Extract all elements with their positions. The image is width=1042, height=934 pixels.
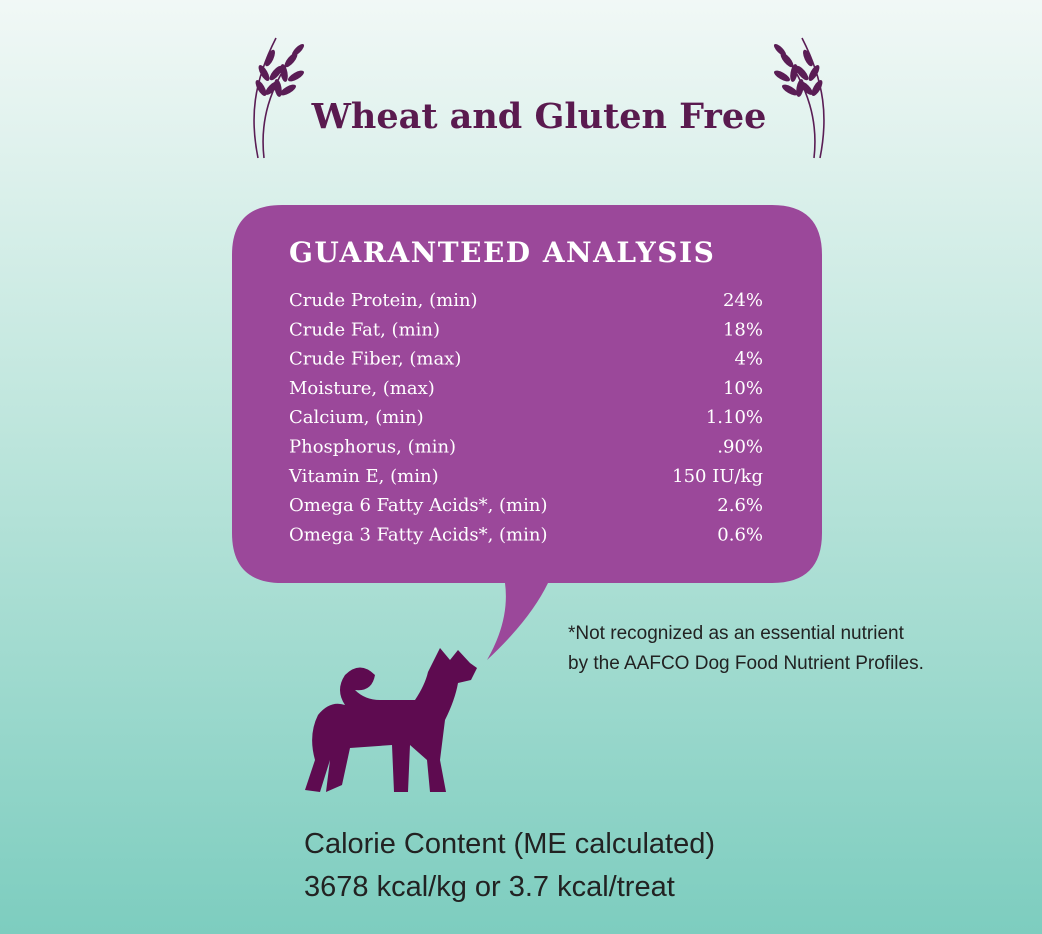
calorie-text: Calorie Content (ME calculated)	[304, 828, 715, 860]
nutrient-value: .90%	[717, 437, 763, 458]
calorie-text: 3678 kcal/kg or 3.7 kcal/treat	[304, 871, 675, 903]
nutrient-value: 10%	[723, 378, 763, 399]
analysis-title: GUARANTEED ANALYSIS	[289, 236, 715, 269]
nutrient-label: Crude Protein, (min)	[289, 290, 478, 311]
nutrient-label: Omega 6 Fatty Acids*, (min)	[289, 495, 548, 516]
nutrient-value: 2.6%	[717, 495, 763, 516]
nutrient-value: 150 IU/kg	[672, 466, 763, 487]
analysis-rows: Crude Protein, (min) 24% Crude Fat, (min) 1…	[288, 290, 763, 545]
dog-icon	[305, 648, 477, 792]
nutrient-label: Vitamin E, (min)	[288, 466, 439, 487]
nutrient-label: Phosphorus, (min)	[289, 437, 456, 458]
nutrient-value: 18%	[723, 319, 763, 340]
nutrient-value: 4%	[734, 349, 763, 370]
nutrient-label: Crude Fat, (min)	[289, 319, 440, 340]
nutrient-label: Calcium, (min)	[289, 407, 424, 428]
nutrient-value: 24%	[723, 290, 763, 311]
title: Wheat and Gluten Free	[311, 96, 767, 137]
footnote: by the AAFCO Dog Food Nutrient Profiles.	[568, 653, 924, 674]
footnote: *Not recognized as an essential nutrient	[568, 623, 905, 644]
nutrient-label: Crude Fiber, (max)	[289, 349, 461, 370]
nutrient-label: Moisture, (max)	[289, 378, 435, 399]
nutrient-value: 0.6%	[717, 524, 763, 545]
speech-bubble	[232, 205, 822, 660]
nutrient-value: 1.10%	[706, 407, 763, 428]
nutrient-label: Omega 3 Fatty Acids*, (min)	[289, 524, 548, 545]
